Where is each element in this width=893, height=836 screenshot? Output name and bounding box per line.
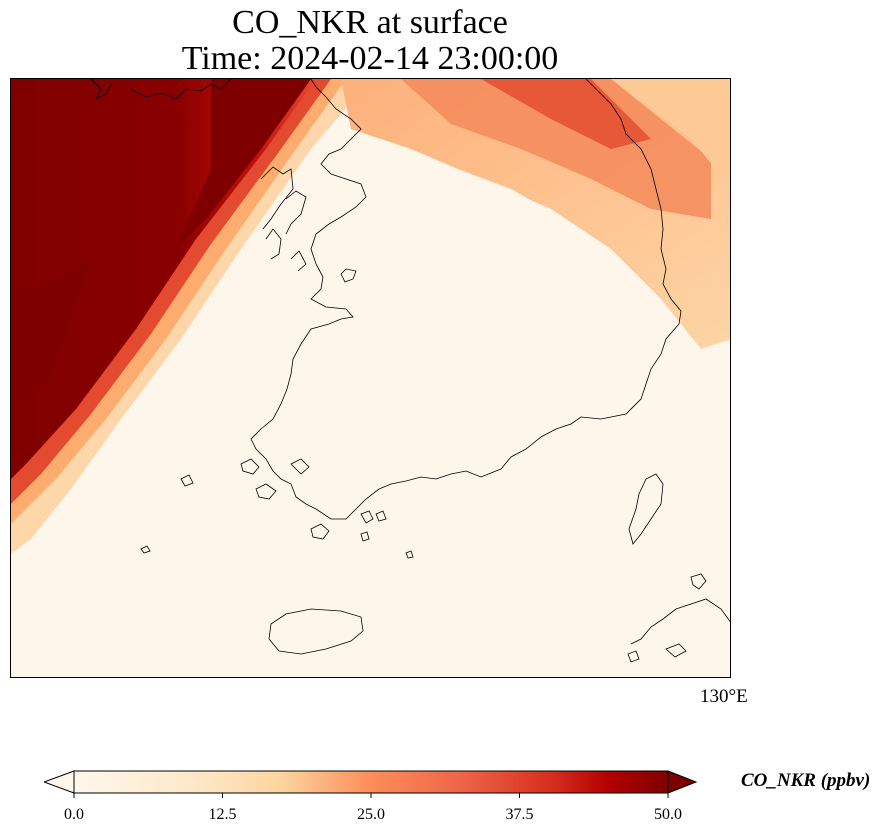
colorbar-extend-min — [44, 770, 75, 794]
map-area — [10, 78, 731, 678]
colorbar-tick-4: 50.0 — [654, 806, 682, 823]
concentration-field — [11, 79, 730, 677]
map-title-line1: CO_NKR at surface — [232, 4, 508, 41]
colorbar-tick-1: 12.5 — [208, 806, 237, 823]
colorbar-extend-max — [667, 770, 698, 794]
colorbar-tick-2: 25.0 — [357, 806, 385, 823]
plume-core — [11, 79, 316, 479]
plume-core-dark — [176, 79, 311, 249]
colorbar — [44, 770, 698, 798]
colorbar-tick-0: 0.0 — [64, 806, 84, 823]
longitude-tick-label: 130°E — [700, 686, 748, 707]
coastline — [90, 79, 730, 663]
colorbar-tick-3: 37.5 — [505, 806, 534, 823]
map-title-line2: Time: 2024-02-14 23:00:00 — [181, 40, 559, 77]
colorbar-gradient — [73, 770, 669, 794]
colorbar-label: CO_NKR (ppbv) — [741, 770, 871, 791]
